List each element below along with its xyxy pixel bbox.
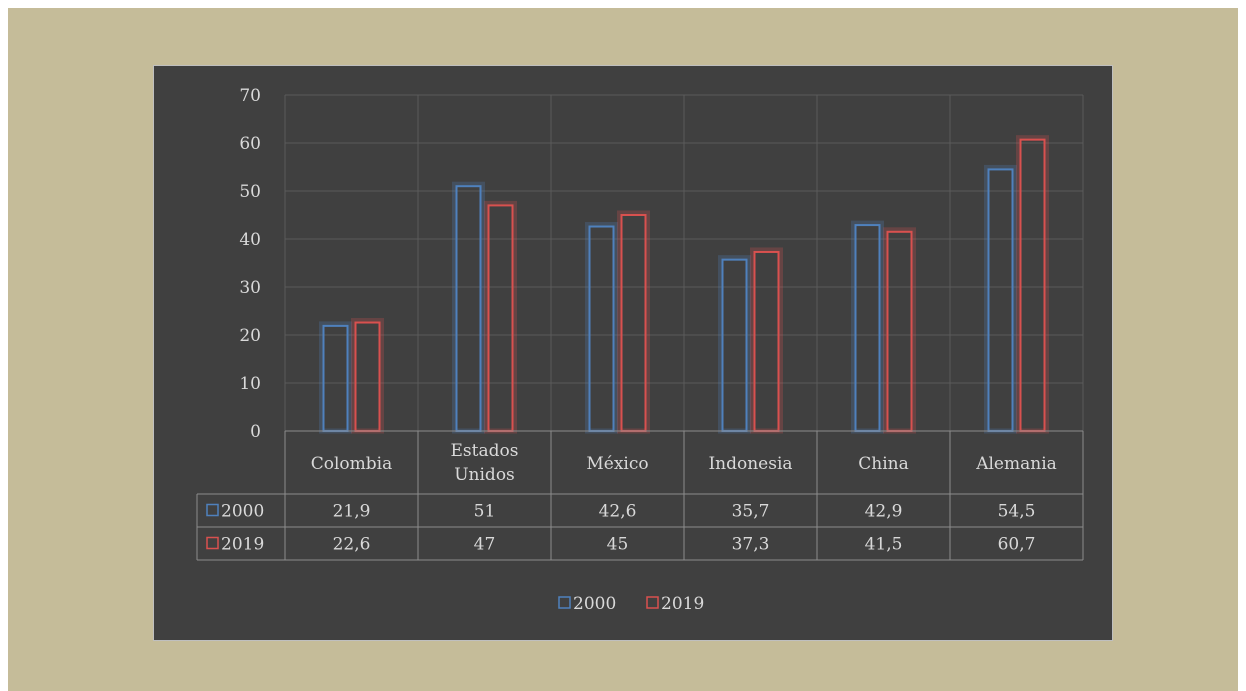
series-row-label: 2019 [221,535,264,555]
y-tick-label: 0 [250,422,261,442]
series-key-2000 [206,503,219,517]
bar-glow [851,220,884,434]
bar-2000-indonesia [721,258,748,432]
legend-label: 2019 [661,594,704,614]
legend-key-2000 [558,596,571,609]
table-cell-value: 42,9 [865,502,903,522]
series-row-label: 2000 [221,502,264,522]
bar-glow [617,210,650,434]
y-tick-label: 30 [239,278,261,298]
bar-2000-estados-unidos [455,185,482,432]
table-cell-value: 37,3 [732,535,770,555]
bar-glow [351,318,384,434]
legend-label: 2000 [573,594,616,614]
bar-2019-alemania [1019,138,1046,432]
bar-2000-méxico [588,225,615,432]
bar-glow [718,255,751,434]
bar-glow [585,222,618,434]
bar-glow [984,164,1017,434]
bar-glow [883,227,916,434]
table-cell-value: 22,6 [333,535,371,555]
y-tick-label: 20 [239,326,261,346]
table-cell-value: 47 [474,535,496,555]
table-cell-value: 60,7 [998,535,1036,555]
y-tick-label: 40 [239,230,261,250]
bar-glow [1016,135,1049,434]
bar-2019-china [886,230,913,432]
bar-2019-méxico [620,214,647,432]
bar-2019-indonesia [753,250,780,432]
table-cell-value: 42,6 [599,502,637,522]
series-key-2019 [206,536,219,550]
table-cell-value: 54,5 [998,502,1036,522]
category-label: Unidos [454,465,515,485]
bar-chart: 0 10 20 30 40 50 60 70 Colombia Estados Unidos Méxi… [196,86,1084,614]
category-label: China [858,454,908,474]
category-label: Estados [451,441,519,461]
bar-2000-china [854,224,881,432]
table-cell-value: 35,7 [732,502,770,522]
bar-2000-alemania [987,168,1014,433]
table-cell-value: 51 [474,502,496,522]
bar-glow [319,321,352,434]
y-tick-label: 60 [239,134,261,154]
bar-glow [452,181,485,434]
category-label: Colombia [311,454,393,474]
table-cell-value: 45 [607,535,629,555]
bar-2019-colombia [354,321,381,432]
table-cell-value: 21,9 [333,502,371,522]
bar-glow [750,247,783,434]
category-label: Alemania [975,454,1057,474]
bar-glow [484,200,517,434]
legend-key-2019 [646,596,659,609]
y-tick-label: 70 [239,86,261,106]
category-label: México [586,454,648,474]
category-label: Indonesia [708,454,792,474]
chart-panel: 0 10 20 30 40 50 60 70 Colombia Estados Unidos Méxi… [153,65,1113,641]
table-cell-value: 41,5 [865,535,903,555]
bar-2000-colombia [322,324,349,433]
y-tick-label: 10 [239,374,261,394]
y-tick-label: 50 [239,182,261,202]
